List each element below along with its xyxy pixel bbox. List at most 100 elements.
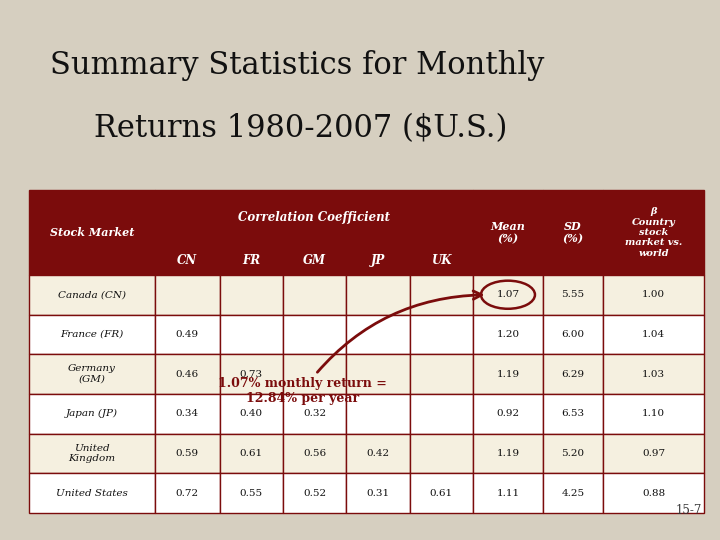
Text: 1.04: 1.04 bbox=[642, 330, 665, 339]
Text: Canada (CN): Canada (CN) bbox=[58, 290, 126, 299]
Bar bbox=[346, 315, 410, 354]
Text: 4.25: 4.25 bbox=[562, 489, 585, 498]
Text: Mean
(%): Mean (%) bbox=[490, 220, 526, 245]
Text: β
Country
stock
market vs.
world: β Country stock market vs. world bbox=[625, 207, 683, 258]
Text: 6.53: 6.53 bbox=[562, 409, 585, 418]
Bar bbox=[346, 354, 410, 394]
Text: 0.97: 0.97 bbox=[642, 449, 665, 458]
Bar bbox=[29, 434, 155, 474]
Text: 0.61: 0.61 bbox=[240, 449, 263, 458]
Bar bbox=[603, 434, 704, 474]
Bar bbox=[283, 354, 346, 394]
Bar bbox=[29, 315, 155, 354]
Bar bbox=[603, 394, 704, 434]
Bar bbox=[473, 434, 543, 474]
Text: 1.19: 1.19 bbox=[496, 449, 520, 458]
Bar bbox=[155, 434, 220, 474]
Bar bbox=[283, 394, 346, 434]
Bar bbox=[346, 434, 410, 474]
Bar bbox=[543, 354, 603, 394]
Bar bbox=[410, 434, 473, 474]
Text: 0.92: 0.92 bbox=[496, 409, 520, 418]
Text: 1.10: 1.10 bbox=[642, 409, 665, 418]
Bar bbox=[410, 474, 473, 513]
Text: 0.31: 0.31 bbox=[366, 489, 390, 498]
Bar bbox=[155, 246, 220, 275]
Text: 1.07: 1.07 bbox=[496, 290, 520, 299]
Bar bbox=[543, 315, 603, 354]
Bar bbox=[220, 354, 283, 394]
Bar bbox=[155, 354, 220, 394]
Text: 0.46: 0.46 bbox=[176, 370, 199, 379]
Bar bbox=[29, 394, 155, 434]
Bar bbox=[346, 246, 410, 275]
Text: 0.34: 0.34 bbox=[176, 409, 199, 418]
Bar bbox=[543, 434, 603, 474]
Text: 0.40: 0.40 bbox=[240, 409, 263, 418]
Text: 6.00: 6.00 bbox=[562, 330, 585, 339]
Text: United States: United States bbox=[56, 489, 127, 498]
Bar bbox=[410, 246, 473, 275]
Text: UK: UK bbox=[431, 254, 451, 267]
Bar bbox=[346, 474, 410, 513]
Bar bbox=[220, 474, 283, 513]
Bar bbox=[410, 354, 473, 394]
Text: Japan (JP): Japan (JP) bbox=[66, 409, 118, 418]
Bar bbox=[155, 275, 220, 315]
Text: 15-7: 15-7 bbox=[675, 504, 702, 517]
Text: Stock Market: Stock Market bbox=[50, 227, 134, 238]
Text: 0.72: 0.72 bbox=[176, 489, 199, 498]
Text: 0.88: 0.88 bbox=[642, 489, 665, 498]
Bar bbox=[29, 354, 155, 394]
Bar bbox=[473, 275, 543, 315]
Bar bbox=[473, 394, 543, 434]
Bar bbox=[543, 190, 603, 275]
Bar bbox=[155, 315, 220, 354]
Text: 1.03: 1.03 bbox=[642, 370, 665, 379]
Bar bbox=[603, 275, 704, 315]
Bar bbox=[543, 275, 603, 315]
Text: JP: JP bbox=[371, 254, 385, 267]
Bar bbox=[220, 394, 283, 434]
Text: Correlation Coefficient: Correlation Coefficient bbox=[238, 212, 390, 225]
Bar bbox=[603, 315, 704, 354]
Bar bbox=[283, 246, 346, 275]
Text: 6.29: 6.29 bbox=[562, 370, 585, 379]
Text: 0.61: 0.61 bbox=[430, 489, 453, 498]
Bar bbox=[410, 275, 473, 315]
Bar bbox=[283, 474, 346, 513]
Bar bbox=[155, 190, 473, 246]
Text: France (FR): France (FR) bbox=[60, 330, 123, 339]
Bar bbox=[220, 315, 283, 354]
Bar bbox=[603, 354, 704, 394]
Text: CN: CN bbox=[177, 254, 197, 267]
Text: 1.07% monthly return =
12.84% per year: 1.07% monthly return = 12.84% per year bbox=[218, 291, 482, 405]
Text: 0.52: 0.52 bbox=[303, 489, 326, 498]
Bar bbox=[473, 190, 543, 275]
Bar bbox=[220, 434, 283, 474]
Text: Returns 1980-2007 ($U.S.): Returns 1980-2007 ($U.S.) bbox=[94, 113, 507, 144]
Bar bbox=[155, 474, 220, 513]
Text: 5.55: 5.55 bbox=[562, 290, 585, 299]
Bar bbox=[410, 315, 473, 354]
Text: 1.20: 1.20 bbox=[496, 330, 520, 339]
Bar bbox=[346, 394, 410, 434]
Bar bbox=[346, 275, 410, 315]
Text: 0.55: 0.55 bbox=[240, 489, 263, 498]
Text: 0.42: 0.42 bbox=[366, 449, 390, 458]
Bar bbox=[283, 315, 346, 354]
Bar bbox=[543, 474, 603, 513]
Bar bbox=[29, 474, 155, 513]
Bar bbox=[603, 190, 704, 275]
Text: GM: GM bbox=[303, 254, 326, 267]
Bar bbox=[473, 474, 543, 513]
Bar bbox=[543, 394, 603, 434]
Bar bbox=[220, 246, 283, 275]
Text: FR: FR bbox=[242, 254, 261, 267]
Text: Germany
(GM): Germany (GM) bbox=[68, 364, 116, 384]
Bar bbox=[603, 474, 704, 513]
Bar bbox=[220, 275, 283, 315]
Text: SD
(%): SD (%) bbox=[562, 220, 584, 245]
Bar bbox=[283, 434, 346, 474]
Text: 0.49: 0.49 bbox=[176, 330, 199, 339]
